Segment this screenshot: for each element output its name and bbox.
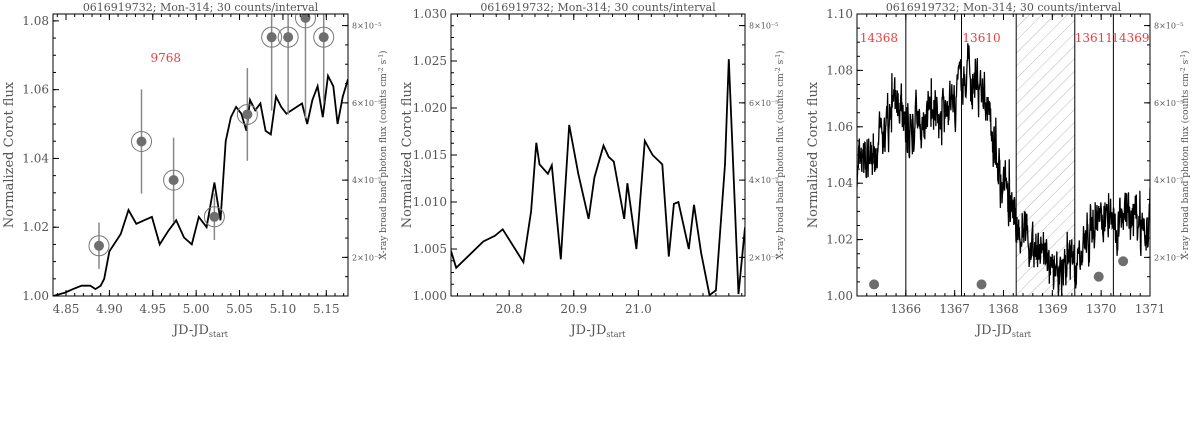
xray-point-ring	[203, 206, 225, 228]
x-tick-label: 1370	[1086, 302, 1117, 316]
obsid-annotation: 9768	[151, 51, 182, 65]
obsid-annotation: 14369	[1111, 31, 1149, 45]
xray-point	[869, 279, 880, 290]
xray-point	[168, 175, 179, 186]
xray-point-ring	[131, 130, 152, 152]
y2-tick-label: 4×10⁻⁵	[1154, 176, 1183, 185]
y2-axis-label: X-ray broad band photon flux (counts cm-…	[1180, 50, 1191, 259]
xray-point	[1118, 256, 1129, 267]
y2-tick-label: 2×10⁻⁵	[352, 253, 381, 262]
y-tick-label: 1.04	[22, 151, 49, 165]
xray-point	[136, 136, 147, 147]
xray-point	[976, 279, 987, 290]
y-tick-label: 1.005	[413, 242, 447, 256]
xray-point-ring	[163, 169, 185, 191]
x-axis-label: JD-JDstart	[568, 323, 626, 339]
obsid-annotation: 14368	[860, 31, 898, 45]
y2-tick-label: 4×10⁻⁵	[352, 176, 381, 185]
y-tick-label: 1.04	[826, 176, 853, 190]
y-tick-label: 1.02	[826, 233, 853, 247]
x-tick-label: 1366	[891, 302, 922, 316]
y-tick-label: 1.00	[826, 289, 853, 303]
xray-point-ring	[313, 26, 335, 48]
chart-panel-2: 20.8 20.9 21.0 1.000 1.005 1.010 1.015 1.020 1.0…	[400, 1, 786, 339]
chart-panel-3: 1366 1367 1368 1369 1370 1371 1.00 1.02 1.04 1.06…	[806, 1, 1191, 339]
x-tick-label: 21.0	[625, 302, 652, 316]
plot-frame	[856, 13, 1151, 297]
corot-flux-line	[857, 43, 1150, 296]
y-tick-label: 1.08	[826, 63, 853, 77]
x-axis-label: JD-JDstart	[974, 323, 1032, 339]
y-tick-label: 1.08	[22, 14, 49, 28]
y2-tick-label: 8×10⁻⁵	[352, 22, 381, 31]
x-tick-label: 5.10	[270, 302, 297, 316]
y-tick-label: 1.000	[413, 289, 447, 303]
y-axis-label: Normalized Corot flux	[806, 81, 821, 228]
x-tick-label: 20.8	[496, 302, 523, 316]
x-tick-label: 1369	[1037, 302, 1068, 316]
y2-axis-label: X-ray broad band photon flux (counts cm-…	[775, 50, 786, 259]
x-tick-label: 1367	[939, 302, 970, 316]
obsid-annotation: 13610	[962, 31, 1000, 45]
xray-point-ring	[88, 235, 110, 257]
x-tick-label: 5.15	[313, 302, 340, 316]
y2-tick-label: 4×10⁻⁵	[749, 176, 778, 185]
x-axis-label: JD-JDstart	[171, 323, 229, 339]
panel-title: 0616919732; Mon-314; 30 counts/interval	[886, 1, 1122, 14]
x-tick-label: 1371	[1135, 302, 1166, 316]
y-tick-label: 1.06	[22, 83, 49, 97]
plot-area	[451, 59, 745, 296]
corot-flux-line	[53, 72, 348, 296]
obsid-annotation: 13611	[1075, 31, 1113, 45]
y2-tick-label: 6×10⁻⁵	[749, 99, 778, 108]
x-tick-label: 5.00	[183, 302, 210, 316]
x-tick-label: 4.95	[139, 302, 166, 316]
y-tick-label: 1.010	[413, 195, 447, 209]
xray-point	[266, 32, 277, 43]
y-tick-label: 1.02	[22, 220, 49, 234]
xray-point	[209, 211, 220, 222]
y2-tick-label: 2×10⁻⁵	[749, 253, 778, 262]
plot-area	[857, 14, 1150, 296]
y2-axis-label: X-ray broad band photon flux (counts cm-…	[378, 50, 389, 259]
xray-point	[300, 14, 311, 23]
xray-point-ring	[261, 26, 283, 48]
y2-tick-label: 8×10⁻⁵	[1154, 22, 1183, 31]
chart-panel-1: 4.85 4.90 4.95 5.00 5.05 5.10 5.15 1.00 1.02 1.04…	[2, 1, 389, 339]
xray-point-ring	[277, 26, 299, 48]
x-tick-label: 4.85	[53, 302, 80, 316]
x-tick-label: 20.9	[560, 302, 587, 316]
y-tick-label: 1.015	[413, 148, 447, 162]
x-tick-label: 5.05	[226, 302, 253, 316]
y-tick-label: 1.00	[22, 289, 49, 303]
y2-tick-label: 2×10⁻⁵	[1154, 253, 1183, 262]
xray-point-ring	[236, 103, 258, 125]
y-tick-label: 1.030	[413, 7, 447, 21]
y2-tick-label: 8×10⁻⁵	[749, 22, 778, 31]
panel-title: 0616919732; Mon-314; 30 counts/interval	[480, 1, 716, 14]
y-axis-label: Normalized Corot flux	[2, 81, 17, 228]
xray-point	[283, 32, 294, 43]
xray-point-ring	[294, 14, 316, 29]
plot-frame	[52, 13, 349, 297]
y-tick-label: 1.06	[826, 120, 853, 134]
xray-point	[93, 240, 104, 251]
y2-tick-label: 6×10⁻⁵	[352, 99, 381, 108]
y-tick-label: 1.10	[826, 7, 853, 21]
corot-flux-line	[451, 59, 745, 296]
y-axis-label: Normalized Corot flux	[400, 81, 415, 228]
xray-point	[242, 109, 253, 120]
y2-tick-label: 6×10⁻⁵	[1154, 99, 1183, 108]
y-tick-label: 1.020	[413, 101, 447, 115]
x-tick-label: 4.90	[96, 302, 123, 316]
y-tick-label: 1.025	[413, 54, 447, 68]
panel-title: 0616919732; Mon-314; 30 counts/interval	[83, 1, 319, 14]
x-tick-label: 1368	[988, 302, 1019, 316]
xray-point	[1093, 271, 1104, 282]
xray-point	[318, 32, 329, 43]
plot-area	[53, 14, 348, 296]
